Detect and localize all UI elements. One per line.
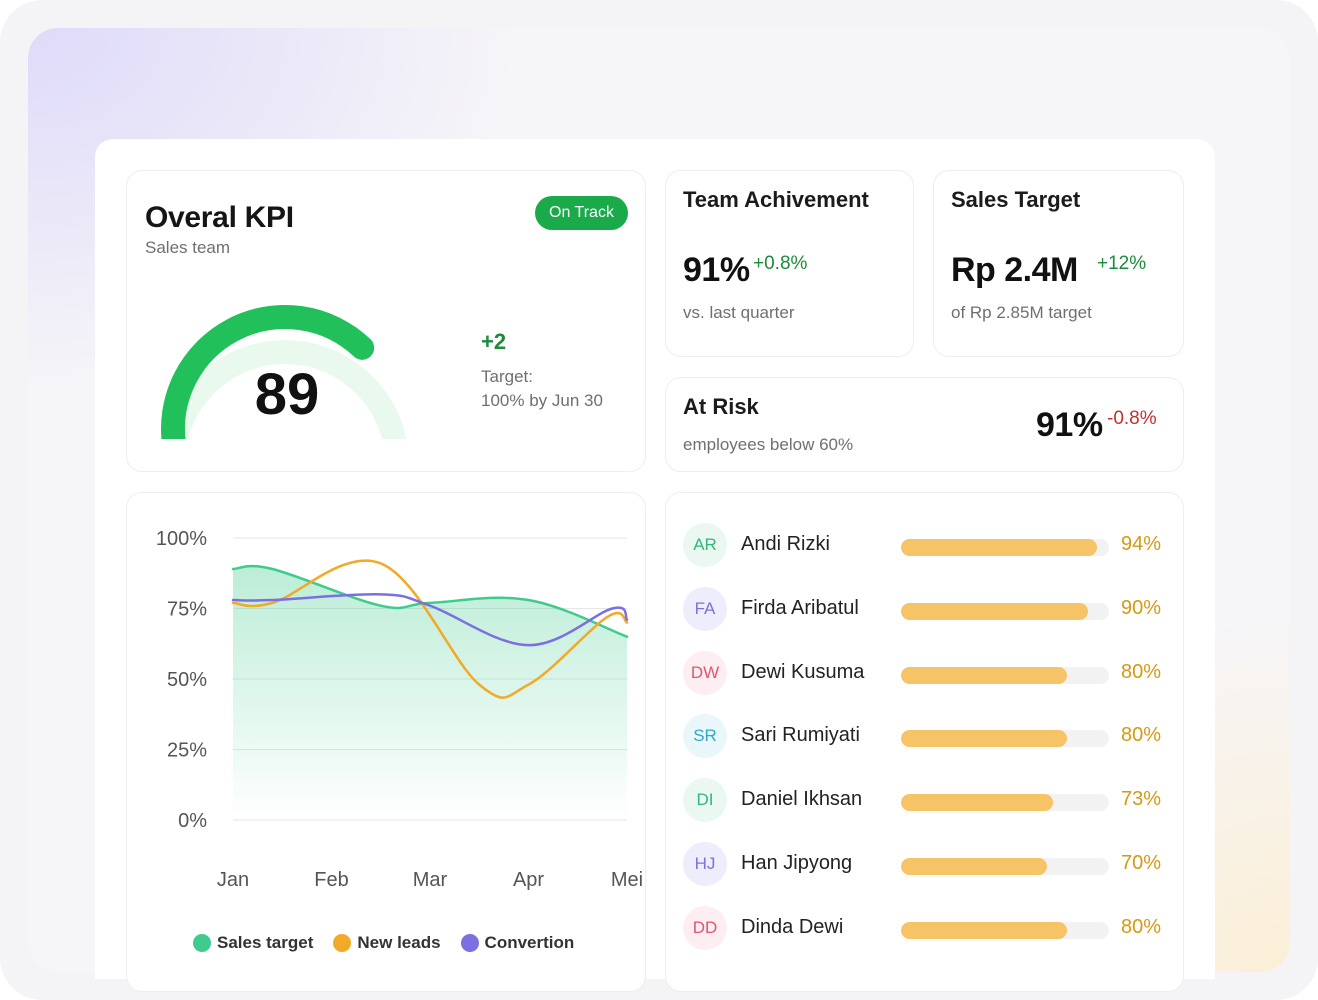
status-badge: On Track [535,196,628,230]
gauge-fill [161,305,375,439]
avatar: AR [683,523,727,567]
avatar: SR [683,714,727,759]
employee-name: Firda Aribatul [741,596,859,619]
team-achievement-card: Team Achivement 91% +0.8% vs. last quart… [665,170,914,357]
employee-percent: 90% [1121,596,1162,619]
employee-name: Sari Rumiyati [741,724,860,747]
avatar: DW [683,650,727,695]
progress-bar [901,794,1109,812]
employee-percent: 70% [1121,852,1162,874]
performance-line-chart: 100% 75% 50% 25% 0% Jan Feb Mar Apr Mei [156,528,643,891]
legend-label: Sales target [217,933,314,952]
progress-bar-fill [901,602,1089,620]
employee-percent: 80% [1121,724,1162,747]
progress-bar [901,602,1109,620]
employee-row[interactable]: AR Andi Rizki 94% [666,520,1185,568]
x-tick-label: Jan [217,869,249,891]
overall-kpi-card: Overal KPI Sales team On Track 89 +2 Tar… [126,170,646,472]
series-line-0 [231,564,629,638]
at-risk-note: employees below 60% [683,435,854,454]
at-risk-delta: -0.8% [1107,408,1157,429]
chart-legend: Sales target New leads Convertion [193,933,574,953]
progress-bar-fill [901,539,1097,556]
legend-label: Convertion [484,933,575,952]
employee-row[interactable]: DW Dewi Kusuma 80% [666,648,1185,696]
legend-dot-icon [193,934,211,952]
kpi-title: Overal KPI [145,201,294,234]
progress-bar [901,730,1109,748]
at-risk-card: At Risk employees below 60% 91% -0.8% [665,377,1184,472]
employee-percent: 94% [1121,533,1162,555]
legend-item: Sales target [193,933,313,953]
y-tick-label: 0% [178,810,207,832]
legend-item: Convertion [460,933,575,953]
employee-row[interactable]: DI Daniel Ikhsan 73% [666,775,1185,823]
employee-percent: 80% [1121,915,1162,938]
team-achievement-delta: +0.8% [753,253,808,274]
sales-target-delta: +12% [1097,253,1147,274]
avatar: DD [683,905,727,950]
y-tick-label: 100% [156,528,207,550]
progress-bar [901,539,1109,556]
kpi-target-value: 100% by Jun 30 [481,391,603,410]
legend-dot-icon [460,934,479,952]
team-achievement-value: 91% [683,251,750,289]
team-achievement-title: Team Achivement [683,187,869,212]
series-area-0 [233,566,627,820]
at-risk-value: 91% [1036,406,1103,444]
employee-name: Dewi Kusuma [741,660,865,683]
employee-percent: 73% [1121,788,1162,811]
employee-row[interactable]: HJ Han Jipyong 70% [666,839,1185,887]
employee-percent: 80% [1121,660,1162,683]
sales-target-card: Sales Target Rp 2.4M +12% of Rp 2.85M ta… [933,170,1184,357]
progress-bar [901,921,1109,939]
sales-target-title: Sales Target [951,187,1081,212]
avatar: HJ [683,842,727,886]
at-risk-title: At Risk [683,394,759,419]
legend-label: New leads [357,933,441,952]
avatar: DI [683,778,727,823]
employee-name: Daniel Ikhsan [741,788,863,811]
y-tick-label: 75% [167,599,207,621]
x-tick-label: Mei [611,869,643,891]
employee-row[interactable]: FA Firda Aribatul 90% [666,584,1185,632]
progress-bar-fill [901,921,1068,939]
series-line-2 [231,593,629,647]
progress-bar-fill [901,666,1068,684]
employee-name: Andi Rizki [741,533,830,555]
y-tick-label: 25% [167,740,207,762]
kpi-score: 89 [254,362,320,427]
progress-bar-fill [901,794,1053,812]
employee-list-card: AR Andi Rizki 94% FA Firda Aribatul 90% DW Dewi… [665,492,1184,992]
progress-bar-fill [901,858,1047,875]
sales-target-value: Rp 2.4M [951,251,1078,289]
performance-chart-card: 100% 75% 50% 25% 0% Jan Feb Mar Apr Mei Sales tar… [126,492,646,992]
x-tick-label: Feb [314,869,348,891]
y-tick-label: 50% [167,669,207,691]
kpi-subtitle: Sales team [145,238,231,257]
legend-item: New leads [333,933,441,953]
employee-name: Dinda Dewi [741,915,844,938]
x-tick-label: Apr [513,869,544,891]
employee-name: Han Jipyong [741,852,853,874]
sales-target-note: of Rp 2.85M target [951,303,1092,322]
kpi-target-label: Target: [481,367,533,386]
kpi-delta: +2 [481,329,507,354]
progress-bar-fill [901,730,1068,748]
avatar: FA [683,586,727,631]
dashboard-panel: Overal KPI Sales team On Track 89 +2 Tar… [95,139,1215,992]
employee-row[interactable]: DD Dinda Dewi 80% [666,903,1185,951]
legend-dot-icon [333,934,352,952]
progress-bar [901,858,1109,875]
x-tick-label: Mar [413,869,448,891]
team-achievement-note: vs. last quarter [683,303,795,322]
kpi-gauge [161,305,407,439]
gauge-track [163,340,407,439]
employee-row[interactable]: SR Sari Rumiyati 80% [666,711,1185,759]
progress-bar [901,666,1109,684]
